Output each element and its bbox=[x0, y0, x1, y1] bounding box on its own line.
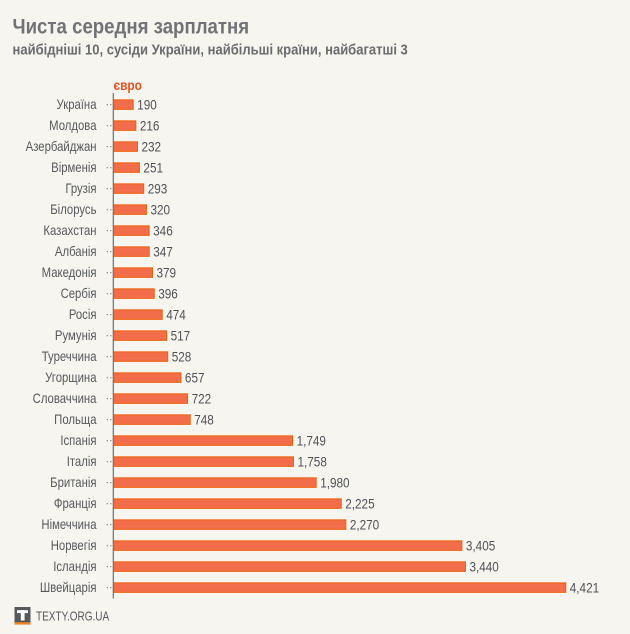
svg-text:Румунія: Румунія bbox=[55, 328, 97, 343]
svg-text:Угорщина: Угорщина bbox=[45, 370, 96, 385]
svg-text:1,749: 1,749 bbox=[297, 432, 326, 448]
svg-text:Македонія: Македонія bbox=[42, 265, 97, 280]
svg-text:Норвегія: Норвегія bbox=[51, 538, 97, 553]
svg-text:Албанія: Албанія bbox=[55, 244, 97, 259]
svg-text:251: 251 bbox=[143, 159, 163, 175]
svg-text:Ісландія: Ісландія bbox=[53, 559, 96, 574]
svg-text:748: 748 bbox=[194, 411, 214, 427]
svg-text:Британія: Британія bbox=[50, 475, 96, 490]
svg-text:Азербайджан: Азербайджан bbox=[26, 139, 97, 154]
svg-text:3,440: 3,440 bbox=[469, 558, 498, 574]
svg-text:657: 657 bbox=[185, 369, 205, 385]
svg-text:722: 722 bbox=[192, 390, 212, 406]
svg-text:Казахстан: Казахстан bbox=[43, 223, 96, 238]
svg-text:293: 293 bbox=[148, 180, 168, 196]
svg-text:Польща: Польща bbox=[54, 412, 96, 427]
svg-text:Словаччина: Словаччина bbox=[33, 391, 97, 406]
svg-text:Вірменія: Вірменія bbox=[51, 160, 96, 175]
svg-text:216: 216 bbox=[140, 117, 160, 133]
svg-text:320: 320 bbox=[150, 201, 170, 217]
svg-text:3,405: 3,405 bbox=[466, 537, 495, 553]
svg-text:Франція: Франція bbox=[54, 496, 97, 511]
svg-text:347: 347 bbox=[153, 243, 173, 259]
svg-text:528: 528 bbox=[172, 348, 192, 364]
svg-text:Швейцарія: Швейцарія bbox=[40, 580, 97, 595]
svg-text:346: 346 bbox=[153, 222, 173, 238]
svg-text:Туреччина: Туреччина bbox=[42, 349, 97, 364]
svg-text:Росія: Росія bbox=[69, 307, 97, 322]
svg-text:2,225: 2,225 bbox=[345, 495, 374, 511]
svg-text:Німеччина: Німеччина bbox=[41, 517, 96, 532]
svg-text:Сербія: Сербія bbox=[61, 286, 97, 301]
svg-text:474: 474 bbox=[166, 306, 186, 322]
svg-text:1,758: 1,758 bbox=[297, 453, 326, 469]
svg-text:найбідніші 10, сусіди України,: найбідніші 10, сусіди України, найбільші… bbox=[13, 40, 408, 57]
svg-text:Молдова: Молдова bbox=[49, 118, 96, 133]
svg-text:Італія: Італія bbox=[67, 454, 97, 469]
svg-text:Чиста середня зарплатня: Чиста середня зарплатня bbox=[13, 15, 250, 38]
svg-text:517: 517 bbox=[171, 327, 191, 343]
svg-text:Грузія: Грузія bbox=[65, 181, 96, 196]
svg-text:232: 232 bbox=[141, 138, 161, 154]
svg-text:1,980: 1,980 bbox=[320, 474, 349, 490]
svg-text:Іспанія: Іспанія bbox=[60, 433, 96, 448]
svg-text:Україна: Україна bbox=[57, 97, 97, 112]
svg-text:євро: євро bbox=[114, 77, 142, 93]
svg-text:Білорусь: Білорусь bbox=[50, 202, 96, 217]
svg-text:2,270: 2,270 bbox=[350, 516, 379, 532]
svg-text:190: 190 bbox=[137, 96, 157, 112]
svg-text:TEXTY.ORG.UA: TEXTY.ORG.UA bbox=[36, 609, 109, 624]
svg-text:396: 396 bbox=[158, 285, 178, 301]
svg-text:379: 379 bbox=[157, 264, 177, 280]
svg-text:4,421: 4,421 bbox=[570, 579, 599, 595]
